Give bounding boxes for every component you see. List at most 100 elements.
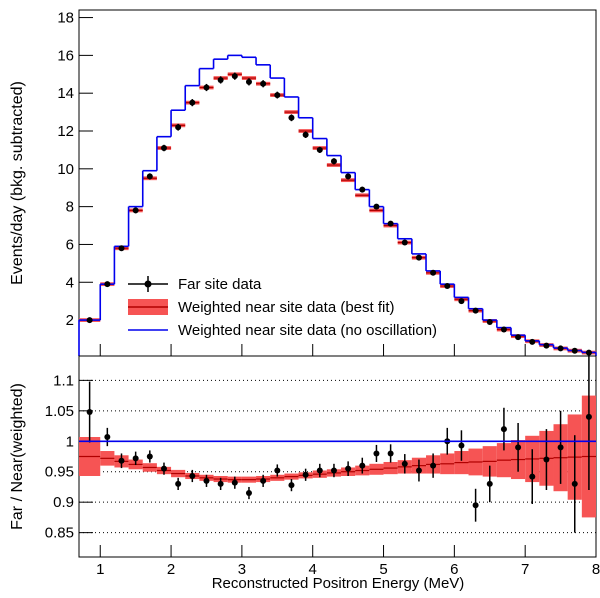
data-point xyxy=(373,203,380,210)
data-point xyxy=(472,307,479,314)
data-point xyxy=(571,347,578,354)
data-point xyxy=(316,146,323,153)
legend-label: Far site data xyxy=(178,276,262,293)
data-point xyxy=(515,444,522,451)
data-point xyxy=(302,131,309,138)
data-point xyxy=(189,472,196,479)
y-tick-label: 0.95 xyxy=(45,464,74,481)
data-point xyxy=(373,450,380,457)
data-point xyxy=(359,462,366,469)
data-point xyxy=(430,269,437,276)
data-point xyxy=(500,426,507,433)
data-point xyxy=(118,245,125,252)
x-tick-label: 6 xyxy=(450,561,458,578)
x-tick-label: 5 xyxy=(379,561,387,578)
data-point xyxy=(260,477,267,484)
data-point xyxy=(260,80,267,87)
data-point xyxy=(387,220,394,227)
y-tick-label: 0.85 xyxy=(45,525,74,542)
data-point xyxy=(585,413,592,420)
data-point xyxy=(274,467,281,474)
data-point xyxy=(359,186,366,193)
y-tick-label: 10 xyxy=(57,161,74,178)
data-point xyxy=(203,477,210,484)
x-tick-label: 4 xyxy=(309,561,317,578)
data-point xyxy=(415,467,422,474)
y-tick-label: 14 xyxy=(57,85,74,102)
data-point xyxy=(529,473,536,480)
data-point xyxy=(104,281,111,288)
x-tick-label: 1 xyxy=(96,561,104,578)
data-point xyxy=(245,490,252,497)
y-tick-label: 0.9 xyxy=(53,494,74,511)
data-point xyxy=(330,158,337,165)
data-point xyxy=(203,84,210,91)
legend-label: Weighted near site data (no oscillation) xyxy=(178,322,437,339)
data-point xyxy=(104,434,111,441)
data-point xyxy=(132,207,139,214)
data-point xyxy=(529,338,536,345)
data-point xyxy=(345,465,352,472)
y-tick-label: 16 xyxy=(57,47,74,64)
data-point xyxy=(118,457,125,464)
data-point xyxy=(302,471,309,478)
data-point xyxy=(543,342,550,349)
y-tick-label: 1.05 xyxy=(45,403,74,420)
data-point xyxy=(146,453,153,460)
data-point xyxy=(585,349,592,356)
data-point xyxy=(288,482,295,489)
data-point xyxy=(486,318,493,325)
data-point xyxy=(515,334,522,341)
data-point xyxy=(430,462,437,469)
x-axis-label: Reconstructed Positron Energy (MeV) xyxy=(212,575,465,592)
legend-swatch xyxy=(144,280,152,288)
y-tick-label: 1 xyxy=(66,433,74,450)
y-tick-label: 6 xyxy=(66,236,74,253)
data-point xyxy=(316,467,323,474)
y-tick-label: 4 xyxy=(66,274,74,291)
y-tick-label: 2 xyxy=(66,312,74,329)
data-point xyxy=(132,455,139,462)
data-point xyxy=(458,298,465,305)
y-axis-label: Far / Near(weighted) xyxy=(9,383,26,530)
data-point xyxy=(401,239,408,246)
data-point xyxy=(231,479,238,486)
data-point xyxy=(288,114,295,121)
data-point xyxy=(146,173,153,180)
data-point xyxy=(444,283,451,290)
data-point xyxy=(543,456,550,463)
data-point xyxy=(557,444,564,451)
y-tick-label: 8 xyxy=(66,199,74,216)
data-point xyxy=(557,345,564,352)
data-point xyxy=(245,78,252,85)
y-tick-label: 18 xyxy=(57,10,74,27)
x-tick-label: 8 xyxy=(592,561,600,578)
x-tick-label: 3 xyxy=(238,561,246,578)
x-tick-label: 7 xyxy=(521,561,529,578)
data-point xyxy=(401,460,408,467)
data-point xyxy=(160,145,167,152)
data-point xyxy=(160,465,167,472)
data-point xyxy=(472,502,479,509)
data-point xyxy=(217,480,224,487)
data-point xyxy=(486,480,493,487)
data-point xyxy=(274,92,281,99)
data-point xyxy=(330,467,337,474)
y-tick-label: 12 xyxy=(57,123,74,140)
data-point xyxy=(571,480,578,487)
data-point xyxy=(86,409,93,416)
data-point xyxy=(387,450,394,457)
data-point xyxy=(175,480,182,487)
data-point xyxy=(345,173,352,180)
y-axis-label: Events/day (bkg. subtracted) xyxy=(9,81,26,285)
data-point xyxy=(175,124,182,131)
data-point xyxy=(189,99,196,106)
y-tick-label: 1.1 xyxy=(53,372,74,389)
data-point xyxy=(415,254,422,261)
x-tick-label: 2 xyxy=(167,561,175,578)
legend-label: Weighted near site data (best fit) xyxy=(178,299,395,316)
data-point xyxy=(231,73,238,80)
data-point xyxy=(86,317,93,324)
